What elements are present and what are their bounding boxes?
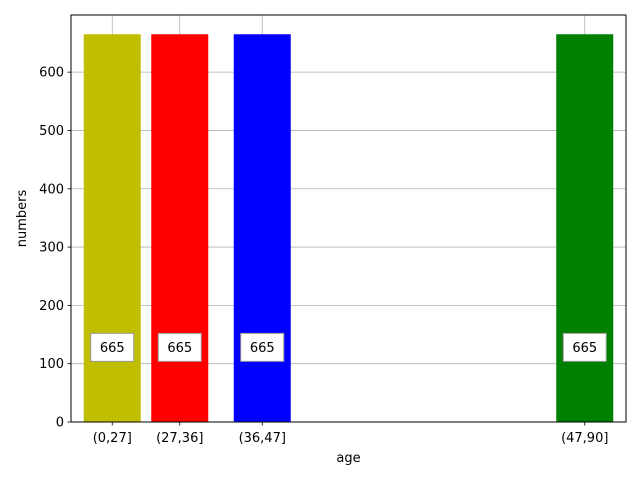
y-tick-label: 200	[39, 299, 64, 314]
x-tick-label: (36,47]	[239, 431, 286, 446]
y-tick-label: 0	[56, 416, 64, 431]
y-tick-label: 500	[39, 124, 64, 139]
y-axis-ticks: 0 100 200 300 400 500 600	[39, 66, 71, 431]
bar	[151, 34, 209, 422]
x-axis-label: age	[336, 451, 360, 466]
x-tick-label: (0,27]	[93, 431, 132, 446]
y-tick-label: 300	[39, 241, 64, 256]
data-label: 665	[572, 341, 597, 356]
y-axis-label: numbers	[15, 190, 30, 248]
data-label-box	[90, 332, 135, 362]
data-label-box	[157, 332, 202, 362]
y-tick-label: 400	[39, 182, 64, 197]
x-axis-ticks: (0,27] (27,36] (36,47] (47,90]	[93, 422, 608, 446]
data-label-box	[562, 332, 607, 362]
bar	[83, 34, 141, 422]
data-labels: 665 665 665 665	[90, 332, 607, 362]
x-tick-label: (47,90]	[561, 431, 608, 446]
data-label-box	[240, 332, 285, 362]
bar	[233, 34, 291, 422]
plot-frame	[70, 14, 627, 423]
y-tick-label: 600	[39, 66, 64, 81]
bar	[556, 34, 614, 422]
data-label: 665	[100, 341, 125, 356]
y-tick-label: 100	[39, 357, 64, 372]
data-label: 665	[167, 341, 192, 356]
x-tick-label: (27,36]	[156, 431, 203, 446]
data-label: 665	[250, 341, 275, 356]
